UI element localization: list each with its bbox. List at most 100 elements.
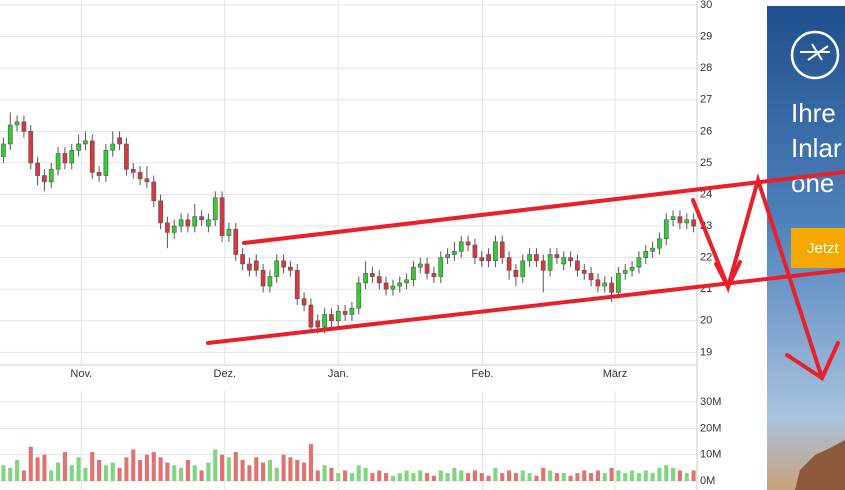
volume-bar bbox=[192, 465, 197, 481]
candle-body bbox=[83, 140, 88, 145]
volume-bar bbox=[609, 467, 614, 481]
candle-body bbox=[636, 257, 642, 268]
x-tick-label: Dez. bbox=[214, 368, 237, 380]
volume-bar bbox=[520, 470, 525, 481]
candle-body bbox=[677, 216, 683, 224]
volume-bar bbox=[507, 470, 512, 481]
volume-bar bbox=[97, 459, 102, 481]
candle-body bbox=[486, 254, 491, 262]
volume-bar bbox=[636, 473, 641, 481]
candle-body bbox=[76, 143, 81, 151]
ad-logo bbox=[790, 30, 840, 80]
candle-body bbox=[158, 200, 163, 224]
volume-bar bbox=[513, 473, 518, 481]
volume-bar bbox=[295, 459, 300, 481]
candle-body bbox=[609, 282, 614, 293]
candle-body bbox=[472, 244, 478, 258]
volume-bar bbox=[165, 462, 170, 481]
candle-body bbox=[329, 314, 334, 322]
volume-bar bbox=[650, 473, 655, 481]
ad-button-label[interactable]: Jetzt bbox=[807, 240, 840, 257]
volume-bar bbox=[431, 475, 436, 481]
volume-bar bbox=[568, 475, 573, 481]
y-tick-label: 27 bbox=[700, 94, 712, 106]
candle-body bbox=[247, 263, 252, 271]
candle-body bbox=[602, 282, 608, 287]
volume-bar bbox=[35, 457, 40, 481]
candle-body bbox=[547, 254, 553, 271]
candle-body bbox=[212, 197, 218, 221]
x-tick-label: März bbox=[603, 368, 627, 380]
candle-body bbox=[390, 285, 396, 290]
volume-bar bbox=[377, 470, 382, 481]
candle-body bbox=[363, 273, 368, 284]
candle-body bbox=[568, 257, 573, 262]
candle-body bbox=[581, 269, 587, 274]
candle-body bbox=[383, 282, 389, 290]
candle-body bbox=[130, 168, 136, 173]
volume-bar bbox=[254, 457, 259, 481]
volume-bar bbox=[459, 470, 464, 481]
candle-body bbox=[219, 197, 225, 236]
y-tick-label: 28 bbox=[700, 62, 712, 74]
candle-body bbox=[274, 260, 280, 277]
candle-body bbox=[21, 121, 27, 132]
volume-bar bbox=[69, 465, 74, 481]
candle-body bbox=[260, 269, 266, 287]
volume-bar bbox=[308, 444, 313, 481]
volume-bar bbox=[343, 470, 348, 481]
candle-body bbox=[643, 251, 649, 258]
candle-body bbox=[691, 219, 696, 227]
ad-buildings bbox=[795, 440, 845, 490]
candle-body bbox=[554, 254, 560, 258]
candle-body bbox=[670, 216, 676, 221]
volume-bar bbox=[213, 449, 218, 481]
volume-bar bbox=[548, 470, 553, 481]
volume-bar bbox=[452, 467, 457, 481]
candle-body bbox=[124, 143, 129, 170]
candle-body bbox=[144, 178, 150, 183]
candle-body bbox=[431, 273, 437, 277]
volume-bar bbox=[527, 473, 532, 481]
forecast-path bbox=[691, 173, 824, 380]
volume-bar bbox=[582, 470, 587, 481]
candle-body bbox=[404, 279, 409, 284]
volume-bar bbox=[589, 473, 594, 481]
candle-body bbox=[540, 260, 546, 271]
advertisement[interactable]: Ihre Inlar one Jetzt bbox=[767, 6, 845, 490]
volume-bar bbox=[261, 462, 266, 481]
candle-body bbox=[42, 175, 47, 183]
candle-body bbox=[267, 276, 273, 287]
candle-body bbox=[137, 172, 143, 180]
volume-bar bbox=[356, 465, 361, 481]
candle-body bbox=[465, 241, 471, 246]
candle-body bbox=[458, 241, 464, 252]
candle-body bbox=[663, 219, 669, 240]
volume-bar bbox=[554, 473, 559, 481]
x-tick-label: Feb. bbox=[471, 368, 493, 380]
candle-body bbox=[35, 162, 40, 176]
trend-line bbox=[206, 268, 845, 345]
volume-bar bbox=[349, 473, 354, 481]
candle-body bbox=[595, 279, 601, 287]
candle-body bbox=[376, 276, 382, 284]
volume-bar bbox=[42, 454, 47, 481]
volume-bar bbox=[623, 473, 628, 481]
volume-bar bbox=[363, 467, 368, 481]
ad-button[interactable] bbox=[791, 228, 845, 268]
volume-bar bbox=[472, 470, 477, 481]
candle-body bbox=[417, 263, 423, 268]
x-tick-label: Nov. bbox=[70, 368, 92, 380]
candle-body bbox=[588, 273, 594, 281]
candle-body bbox=[629, 266, 635, 271]
volume-bar bbox=[172, 465, 177, 481]
arrow-head bbox=[714, 260, 742, 292]
volume-bar bbox=[179, 467, 184, 481]
volume-bar bbox=[643, 470, 648, 481]
volume-bar bbox=[425, 473, 430, 481]
candle-body bbox=[561, 257, 567, 265]
volume-bar bbox=[199, 470, 204, 481]
volume-bar bbox=[144, 454, 149, 481]
y-tick-label: 20 bbox=[700, 315, 712, 327]
y-tick-label: 25 bbox=[700, 157, 712, 169]
